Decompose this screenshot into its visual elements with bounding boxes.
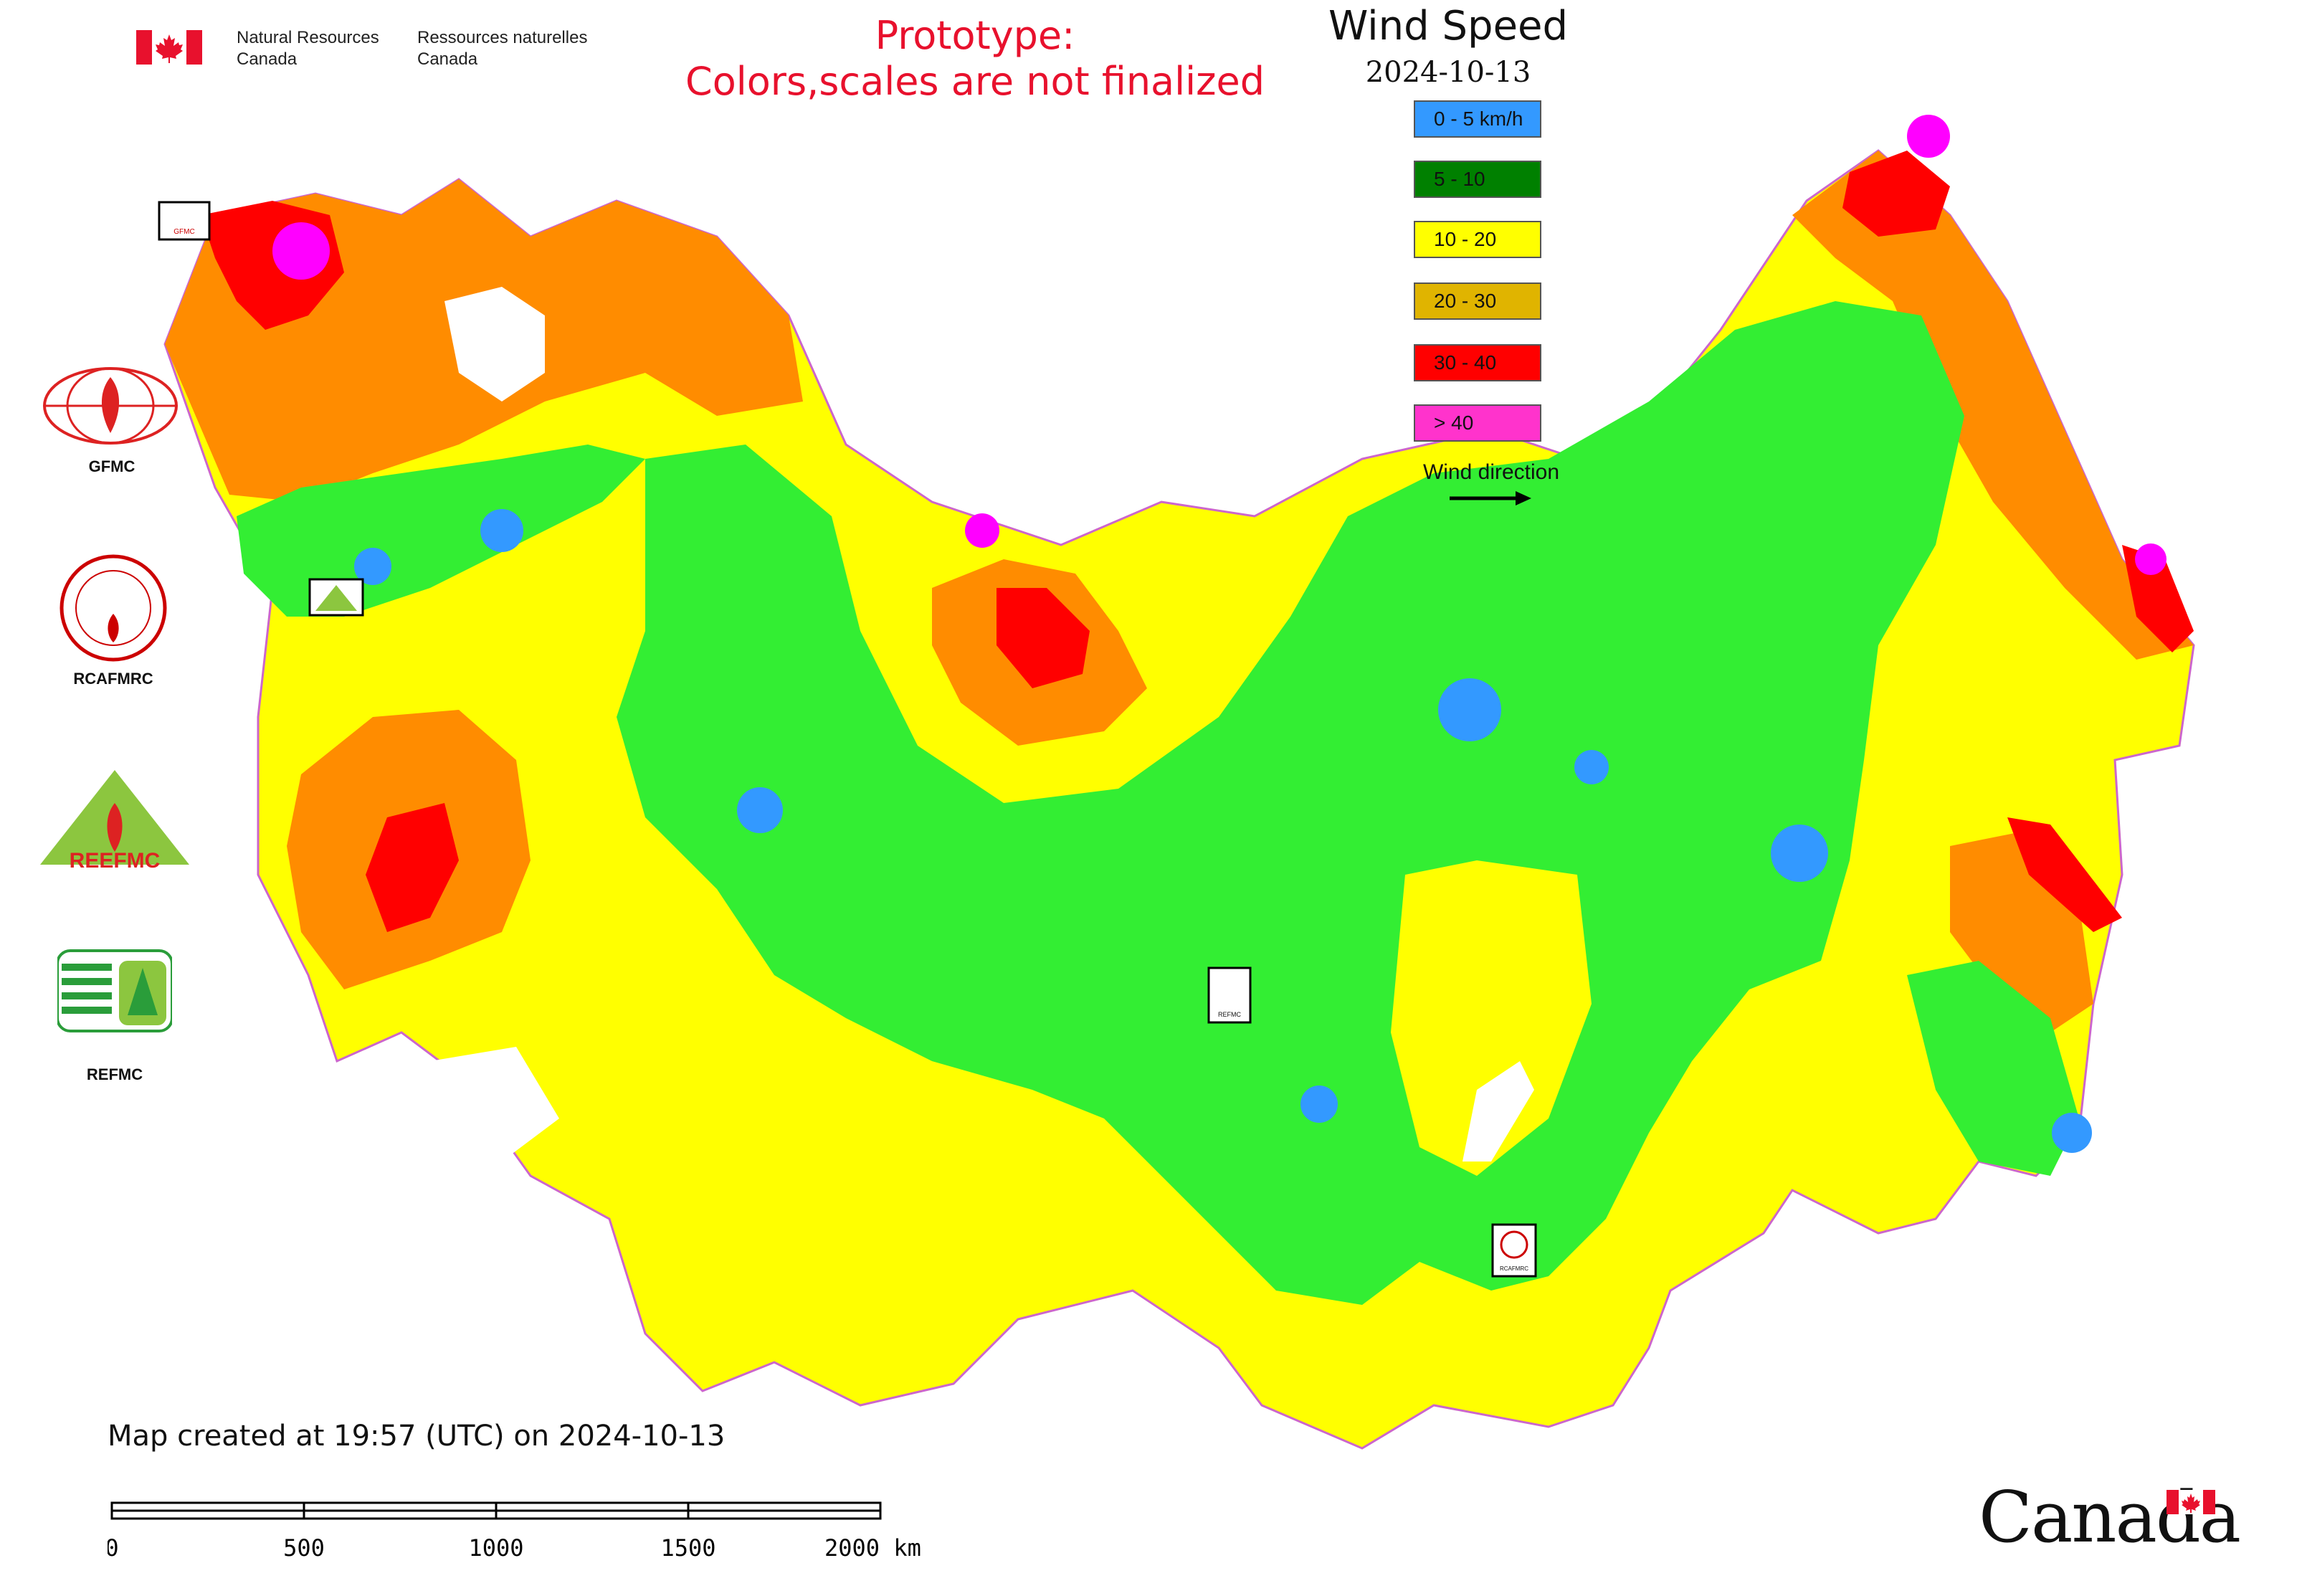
marker-reefmc-triangle — [315, 585, 357, 611]
zone-calm-2 — [354, 548, 391, 585]
zone-strong-taymyr — [997, 588, 1090, 688]
department-en-line1: Natural Resources — [237, 28, 379, 47]
zone-strong-sakhalin — [2007, 817, 2122, 932]
canada-flag-icon — [2167, 1490, 2215, 1514]
legend-item-fresh: 20 - 30 — [1414, 282, 1541, 320]
zone-strong-west — [366, 803, 459, 932]
water-south-steppe — [430, 1047, 559, 1162]
marker-rcafmrc-emblem — [1500, 1230, 1528, 1259]
map-created-timestamp: Map created at 19:57 (UTC) on 2024-10-13 — [108, 1420, 726, 1453]
legend-date: 2024-10-13 — [1365, 56, 1531, 89]
scale-tick-1000: 1000 — [468, 1534, 523, 1562]
zone-fresh-northeast — [1792, 151, 2194, 660]
zone-calm-6 — [1771, 825, 1828, 882]
refmc-logo — [57, 949, 172, 1032]
wind-direction-arrow-icon — [1450, 491, 1531, 505]
zone-calm-7 — [1300, 1086, 1338, 1123]
marker-rcafmrc-label: RCAFMRC — [1500, 1265, 1528, 1272]
marker-gfmc — [158, 201, 211, 241]
rcafmrc-logo — [60, 554, 167, 662]
zone-moderate-baikal — [1391, 860, 1592, 1176]
scale-bar: 0 500 1000 1500 2000 km — [108, 1501, 921, 1562]
rcafmrc-caption: RCAFMRC — [73, 670, 153, 688]
scale-tick-1500: 1500 — [660, 1534, 715, 1562]
gfmc-caption: GFMC — [88, 457, 135, 475]
flag-right-bar — [186, 30, 202, 65]
zone-gale-chukotka — [1907, 115, 1950, 158]
prototype-line1: Prototype: — [875, 13, 1075, 58]
marker-refmc — [1207, 966, 1252, 1024]
marker-rcafmrc — [1491, 1223, 1537, 1278]
marker-gfmc-label: GFMC — [173, 228, 194, 236]
gfmc-logo — [43, 367, 178, 445]
prototype-notice: Prototype: Colors,scales are not finaliz… — [624, 13, 1326, 105]
legend-title: Wind Speed — [1328, 3, 1569, 49]
prototype-line2: Colors,scales are not finalized — [685, 59, 1265, 104]
zone-calm-8 — [2052, 1113, 2092, 1153]
scale-tick-500: 500 — [283, 1534, 325, 1562]
department-en-line2: Canada — [237, 49, 298, 69]
department-name-fr: Ressources naturelles Canada — [417, 27, 587, 70]
legend-item-moderate: 10 - 20 — [1414, 221, 1541, 258]
zone-light-southeast — [1907, 961, 2079, 1176]
legend-item-gale: > 40 — [1414, 404, 1541, 442]
zone-strong-chukotka — [1842, 151, 1950, 237]
refmc-caption: REFMC — [86, 1065, 143, 1083]
reefmc-logo — [40, 770, 189, 865]
zone-calm-5 — [1574, 750, 1609, 784]
zone-light-west — [237, 445, 645, 617]
department-name-en: Natural Resources Canada — [237, 27, 379, 70]
reefmc-caption: REEFMC — [69, 849, 161, 873]
department-fr-line1: Ressources naturelles — [417, 28, 588, 47]
wind-direction-label: Wind direction — [1422, 460, 1560, 484]
flag-left-bar — [136, 30, 152, 65]
zone-calm-3 — [737, 787, 783, 833]
zone-gale-novaya-zemlya — [965, 513, 999, 548]
zone-gale-norway — [272, 222, 330, 280]
legend-item-light: 5 - 10 — [1414, 161, 1541, 198]
zone-calm-4 — [1438, 678, 1501, 741]
legend-item-strong: 30 - 40 — [1414, 344, 1541, 381]
scale-tick-0: 0 — [108, 1534, 119, 1562]
zone-calm-1 — [480, 509, 523, 552]
water-white-sea — [444, 287, 545, 402]
maple-leaf-icon — [152, 30, 186, 65]
zone-strong-kamchatka — [2122, 545, 2194, 652]
department-fr-line2: Canada — [417, 49, 478, 69]
government-signature: Natural Resources Canada Ressources natu… — [136, 27, 609, 77]
zone-gale-kamchatka — [2135, 543, 2167, 575]
zone-light-central — [617, 301, 1964, 1305]
water-baikal — [1462, 1061, 1534, 1162]
scale-tick-2000: 2000 km — [824, 1534, 921, 1562]
marker-refmc-label: REFMC — [1218, 1011, 1241, 1018]
legend-item-calm: 0 - 5 km/h — [1414, 100, 1541, 138]
